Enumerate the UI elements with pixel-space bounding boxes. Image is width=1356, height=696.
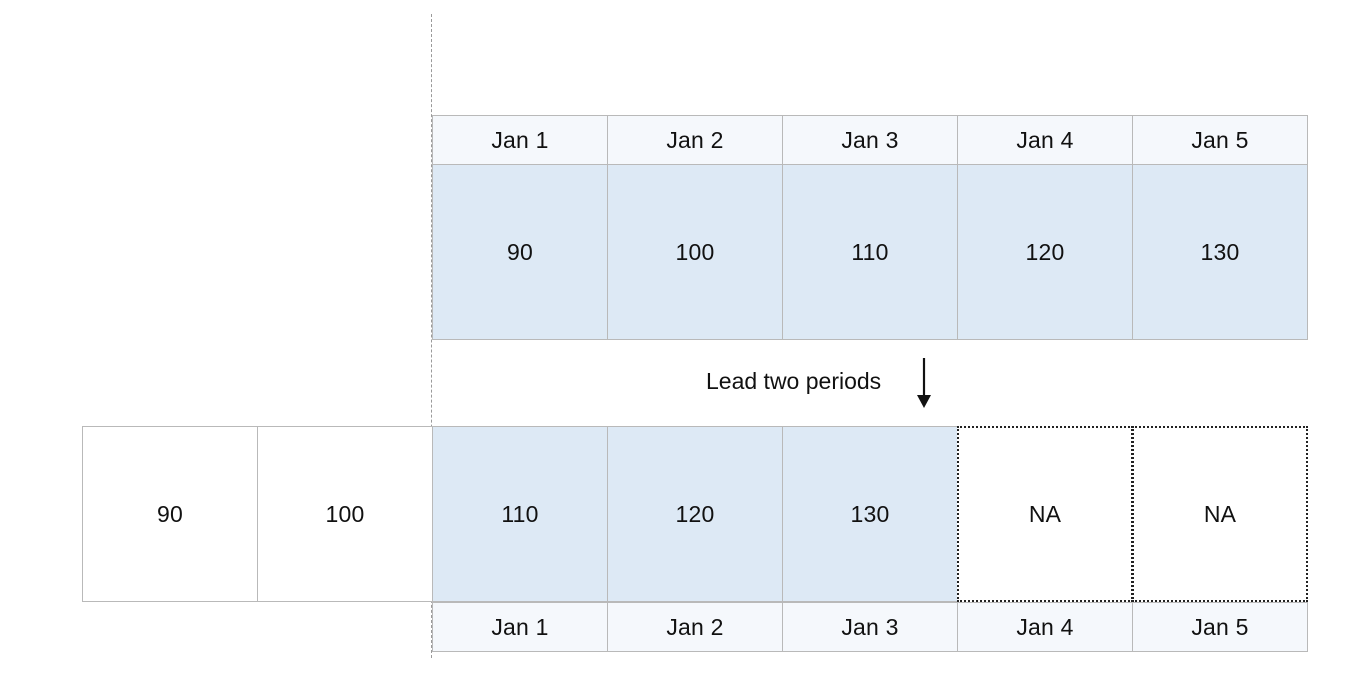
bottom-date-jan-5: Jan 5: [1132, 602, 1308, 652]
shifted-out-cell: 100: [257, 426, 433, 602]
top-value-cell: 110: [782, 164, 958, 340]
top-date-jan-4: Jan 4: [957, 115, 1133, 165]
missing-value-cell: NA: [1132, 426, 1308, 602]
top-value-cell: 120: [957, 164, 1133, 340]
top-date-jan-5: Jan 5: [1132, 115, 1308, 165]
led-value-cell: 120: [607, 426, 783, 602]
missing-value-cell: NA: [957, 426, 1133, 602]
shifted-out-cell: 90: [82, 426, 258, 602]
top-value-cell: 100: [607, 164, 783, 340]
top-date-jan-1: Jan 1: [432, 115, 608, 165]
top-date-jan-2: Jan 2: [607, 115, 783, 165]
top-value-cell: 90: [432, 164, 608, 340]
origin-guide-line: [431, 14, 432, 658]
led-value-cell: 110: [432, 426, 608, 602]
bottom-date-jan-2: Jan 2: [607, 602, 783, 652]
bottom-date-jan-4: Jan 4: [957, 602, 1133, 652]
bottom-date-jan-3: Jan 3: [782, 602, 958, 652]
led-value-cell: 130: [782, 426, 958, 602]
top-date-jan-3: Jan 3: [782, 115, 958, 165]
down-arrow-icon: [917, 358, 931, 408]
operation-label: Lead two periods: [706, 368, 882, 394]
bottom-date-jan-1: Jan 1: [432, 602, 608, 652]
top-value-cell: 130: [1132, 164, 1308, 340]
